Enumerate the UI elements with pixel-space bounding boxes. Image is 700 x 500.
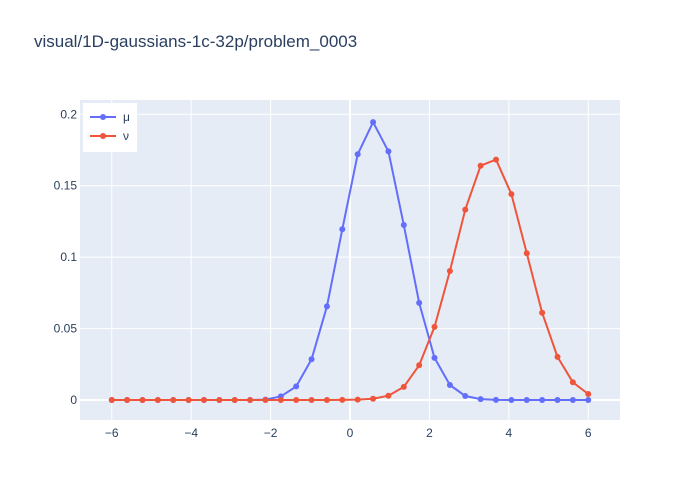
legend-swatch-marker xyxy=(100,133,106,139)
data-point xyxy=(323,303,330,310)
y-tick-label: 0.05 xyxy=(54,322,78,336)
data-point xyxy=(139,397,146,403)
data-point xyxy=(124,397,131,403)
chart-title: visual/1D-gaussians-1c-32p/problem_0003 xyxy=(34,32,358,51)
data-point xyxy=(277,397,284,403)
data-point xyxy=(385,148,392,155)
data-point xyxy=(231,397,238,403)
legend: μν xyxy=(83,103,137,152)
data-point xyxy=(462,206,469,213)
data-point xyxy=(523,397,530,403)
y-tick-label: 0 xyxy=(70,393,77,407)
data-point xyxy=(385,392,392,399)
data-point xyxy=(569,379,576,386)
x-tick-label: 6 xyxy=(585,426,592,440)
legend-box xyxy=(83,103,137,152)
data-point xyxy=(339,396,346,403)
data-point xyxy=(170,397,177,403)
data-point xyxy=(108,397,115,403)
data-point xyxy=(569,397,576,403)
data-point xyxy=(462,393,469,399)
data-point xyxy=(554,397,561,403)
x-tick-label: −4 xyxy=(184,426,198,440)
data-point xyxy=(508,191,515,198)
x-tick-label: 0 xyxy=(347,426,354,440)
data-point xyxy=(400,383,407,390)
data-point xyxy=(201,397,208,403)
data-point xyxy=(339,226,346,233)
x-tick-label: −2 xyxy=(264,426,278,440)
data-point xyxy=(370,119,377,126)
data-point xyxy=(492,156,499,163)
data-point xyxy=(262,397,269,403)
data-point xyxy=(431,354,438,361)
data-point xyxy=(492,396,499,403)
data-point xyxy=(354,396,361,403)
data-point xyxy=(247,397,254,403)
data-point xyxy=(477,162,484,169)
axes: −6 −4 −2 0 2 4 6 0 0.05 0.1 0.15 0.2 xyxy=(54,107,592,440)
legend-label: ν xyxy=(123,129,129,143)
data-point xyxy=(308,356,315,363)
data-point xyxy=(554,353,561,360)
data-point xyxy=(446,268,453,274)
data-point xyxy=(508,397,515,403)
data-point xyxy=(431,323,438,330)
data-point xyxy=(293,397,300,403)
data-point xyxy=(539,309,546,316)
data-point xyxy=(323,397,330,403)
data-point xyxy=(446,382,453,388)
data-point xyxy=(370,395,377,402)
data-point xyxy=(293,383,300,390)
data-point xyxy=(585,391,592,397)
x-tick-label: 2 xyxy=(426,426,433,440)
x-tick-label: 4 xyxy=(505,426,512,440)
data-point xyxy=(585,397,592,403)
data-point xyxy=(216,397,223,403)
y-tick-label: 0.2 xyxy=(60,107,77,121)
data-point xyxy=(416,362,423,369)
legend-label: μ xyxy=(123,110,130,124)
data-point xyxy=(354,151,361,158)
x-tick-label: −6 xyxy=(105,426,119,440)
data-point xyxy=(477,396,484,403)
data-point xyxy=(185,397,192,403)
y-tick-label: 0.15 xyxy=(54,179,78,193)
series-layer xyxy=(108,119,592,403)
data-point xyxy=(416,299,423,306)
data-point xyxy=(539,397,546,403)
legend-swatch-marker xyxy=(100,114,106,120)
data-point xyxy=(308,397,315,403)
data-point xyxy=(400,222,407,228)
data-point xyxy=(154,397,161,403)
y-tick-label: 0.1 xyxy=(60,250,77,264)
data-point xyxy=(523,250,530,257)
